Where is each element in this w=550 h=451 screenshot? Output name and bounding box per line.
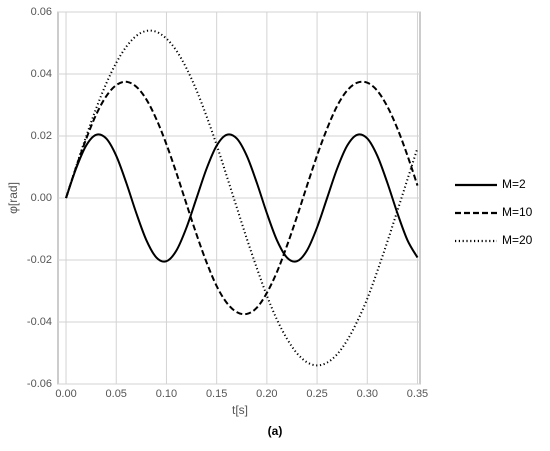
y-tick-label: -0.06 xyxy=(27,378,52,390)
legend-label: M=2 xyxy=(502,177,526,191)
y-axis-label: φ[rad] xyxy=(6,182,20,214)
y-tick-label: 0.04 xyxy=(31,68,52,80)
series-line xyxy=(65,80,419,316)
x-tick-label: 0.35 xyxy=(407,388,428,400)
x-tick-label: 0.15 xyxy=(206,388,227,400)
y-tick-label: 0.06 xyxy=(31,6,52,18)
y-tick-label: -0.02 xyxy=(27,254,52,266)
x-tick-label: 0.05 xyxy=(106,388,127,400)
y-tick-label: 0.02 xyxy=(31,130,52,142)
caption: (a) xyxy=(268,424,283,438)
series-line xyxy=(65,29,419,367)
x-axis-label: t[s] xyxy=(232,403,248,417)
x-tick-label: 0.00 xyxy=(55,388,76,400)
legend-label: M=20 xyxy=(502,233,533,247)
x-tick-label: 0.20 xyxy=(256,388,277,400)
x-tick-label: 0.30 xyxy=(357,388,378,400)
y-tick-label: 0.00 xyxy=(31,192,52,204)
x-tick-label: 0.25 xyxy=(306,388,327,400)
series-line xyxy=(65,133,419,263)
y-tick-label: -0.04 xyxy=(27,316,52,328)
x-tick-label: 0.10 xyxy=(156,388,177,400)
legend-label: M=10 xyxy=(502,205,533,219)
